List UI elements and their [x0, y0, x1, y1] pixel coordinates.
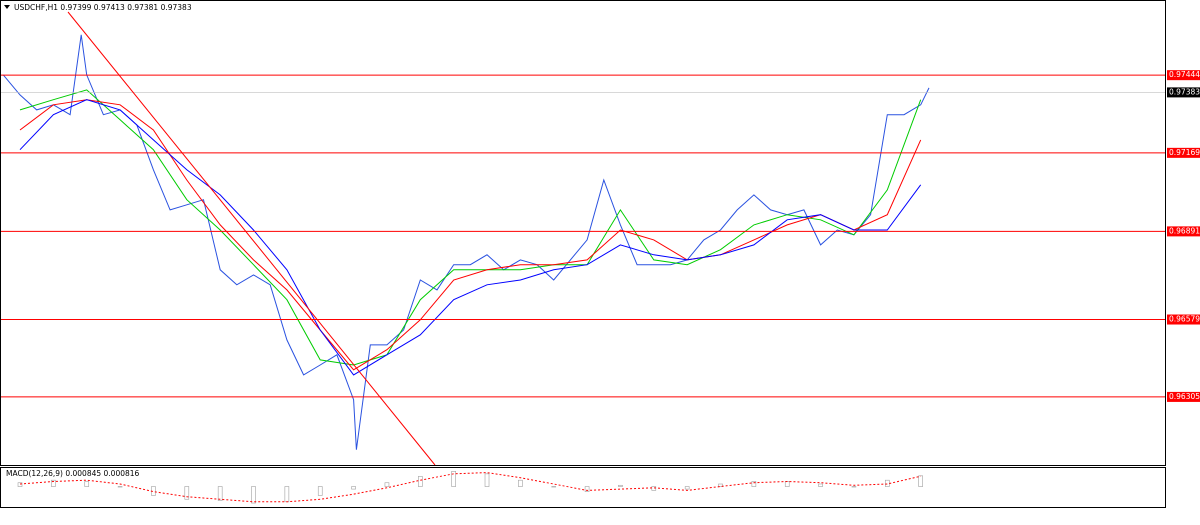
macd-bar: [117, 486, 123, 488]
level-label-box: [1167, 314, 1200, 325]
macd-bar: [84, 481, 90, 487]
macd-bar: [618, 484, 623, 487]
level-label: 0.96579: [1169, 315, 1200, 324]
last-price-box: [1167, 87, 1200, 98]
macd-title: MACD(12,26,9) 0.000845 0.000816: [6, 469, 140, 478]
macd-bar: [584, 486, 590, 492]
level-label-box: [1167, 391, 1200, 402]
trend-line: [67, 11, 436, 466]
macd-bar: [251, 486, 256, 504]
price-series: [2, 34, 930, 450]
level-label-box: [1167, 226, 1200, 237]
macd-bar: [17, 482, 23, 487]
macd-bar: [818, 483, 823, 487]
macd-frame: [0, 467, 1166, 508]
level-label-box: [1167, 147, 1200, 158]
macd-bar: [317, 486, 323, 496]
macd-bar: [684, 486, 690, 490]
macd-bar: [51, 479, 56, 487]
macd-bar: [518, 479, 523, 487]
macd-bar: [551, 486, 557, 488]
macd-bar: [484, 473, 490, 487]
macd-bar: [384, 482, 390, 487]
level-label: 0.96891: [1169, 226, 1200, 235]
chart-title: USDCHF,H1 0.97399 0.97413 0.97381 0.9738…: [14, 3, 192, 12]
level-label-box: [1167, 70, 1200, 81]
macd-bar: [751, 481, 757, 487]
level-label: 0.97444: [1169, 70, 1200, 79]
macd-bar: [418, 476, 423, 487]
axis-layer: 0.97444 0.97169 0.96891 0.96579 0.96305 0.973…: [1167, 70, 1200, 402]
last-price-label: 0.97383: [1169, 87, 1200, 96]
collapse-arrow[interactable]: [4, 5, 10, 9]
macd-bar: [184, 486, 190, 500]
price-series: [19, 89, 922, 366]
main-frame: [0, 0, 1166, 466]
macd-bar: [351, 486, 356, 490]
macd-bar: [718, 483, 723, 487]
macd-bar: [451, 471, 456, 487]
macd-bar: [217, 486, 223, 501]
price-series: [19, 99, 922, 376]
macd-bar: [851, 486, 857, 488]
signal-line: [19, 472, 921, 503]
plot-layer: [0, 34, 1165, 504]
macd-bar: [918, 475, 923, 487]
level-label: 0.96305: [1169, 392, 1200, 401]
level-label: 0.97169: [1169, 148, 1200, 157]
